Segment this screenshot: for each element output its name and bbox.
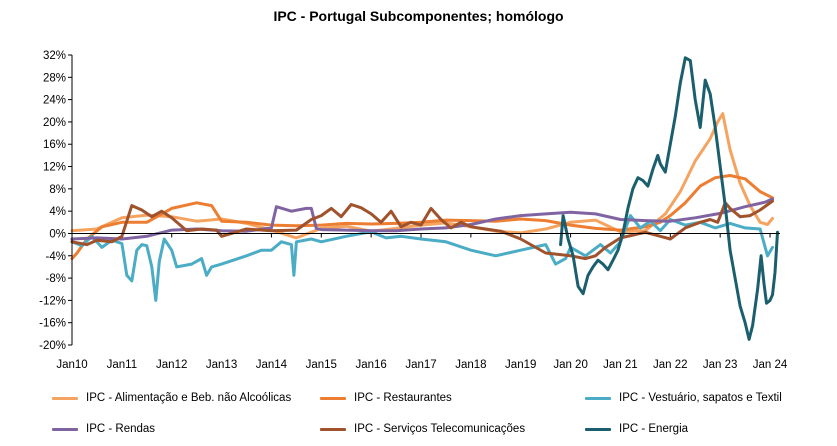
- x-tick-label: Jan19: [505, 359, 536, 371]
- series-line-6: [559, 56, 779, 341]
- x-tick-label: Jan18: [455, 359, 486, 371]
- y-tick-label: -16%: [39, 318, 66, 330]
- y-tick-label: 20%: [43, 117, 66, 129]
- x-tick-label: Jan14: [256, 359, 288, 371]
- legend-item: IPC - Vestuário, sapatos e Textil: [585, 392, 782, 404]
- x-tick-label: Jan 24: [753, 359, 788, 371]
- legend-swatch: [320, 427, 346, 431]
- legend-item: IPC - Serviços Telecomunicações: [320, 423, 525, 435]
- y-tick-label: 0%: [49, 228, 66, 240]
- x-tick-label: Jan 20: [553, 359, 588, 371]
- legend-label: IPC - Energia: [619, 423, 689, 435]
- y-tick-label: 4%: [49, 206, 66, 218]
- legend-swatch: [52, 396, 78, 400]
- y-tick-label: 8%: [49, 184, 66, 196]
- legend-swatch: [585, 427, 611, 431]
- legend-swatch: [320, 396, 346, 400]
- x-tick-label: Jan10: [56, 359, 87, 371]
- legend-item: IPC - Energia: [585, 423, 688, 435]
- x-axis: Jan10 Jan11 Jan12 Jan13 Jan14 Jan15 Jan16 Jan17…: [56, 233, 788, 371]
- x-tick-label: Jan17: [405, 359, 436, 371]
- x-tick-label: Jan13: [206, 359, 237, 371]
- y-tick-label: -8%: [46, 273, 66, 285]
- y-tick-label: 12%: [43, 162, 66, 174]
- x-tick-label: Jan 21: [603, 359, 638, 371]
- x-tick-label: Jan 23: [703, 359, 738, 371]
- y-tick-label: -12%: [39, 295, 66, 307]
- axis-lines: [71, 55, 780, 345]
- y-tick-label: -4%: [46, 251, 66, 263]
- x-tick-label: Jan11: [107, 359, 137, 371]
- legend-label: IPC - Serviços Telecomunicações: [354, 423, 526, 435]
- chart-title: IPC - Portugal Subcomponentes; homólogo: [273, 8, 564, 24]
- legend-label: IPC - Rendas: [86, 423, 156, 435]
- y-tick-label: 28%: [43, 72, 66, 84]
- series-line-5: [70, 199, 774, 261]
- legend-label: IPC - Alimentação e Beb. não Alcoólicas: [86, 392, 292, 404]
- x-tick-label: Jan15: [306, 359, 337, 371]
- series-line-2: [70, 174, 774, 261]
- legend-label: IPC - Vestuário, sapatos e Textil: [619, 392, 782, 404]
- y-tick-label: 16%: [43, 139, 66, 151]
- x-tick-label: Jan12: [156, 359, 187, 371]
- x-tick-label: Jan 22: [653, 359, 688, 371]
- legend-swatch: [585, 396, 611, 400]
- x-tick-label: Jan16: [355, 359, 386, 371]
- legend-item: IPC - Restaurantes: [320, 392, 452, 404]
- legend-swatch: [52, 427, 78, 431]
- legend-item: IPC - Rendas: [52, 423, 155, 435]
- y-tick-label: 32%: [43, 50, 66, 62]
- line-chart: 32% 28% 24% 20% 16% 12% 8% 4% 0% -4% -8% -12% -16% -2…: [39, 50, 788, 371]
- series-line-1: [70, 112, 774, 240]
- legend-item: IPC - Alimentação e Beb. não Alcoólicas: [52, 392, 291, 404]
- series-lines: [70, 56, 779, 341]
- y-tick-label: -20%: [39, 340, 66, 352]
- y-axis: 32% 28% 24% 20% 16% 12% 8% 4% 0% -4% -8% -12% -16% -2…: [39, 50, 72, 352]
- legend-label: IPC - Restaurantes: [354, 392, 452, 404]
- y-tick-label: 24%: [43, 95, 66, 107]
- chart-legend: IPC - Alimentação e Beb. não Alcoólicas I…: [0, 382, 837, 446]
